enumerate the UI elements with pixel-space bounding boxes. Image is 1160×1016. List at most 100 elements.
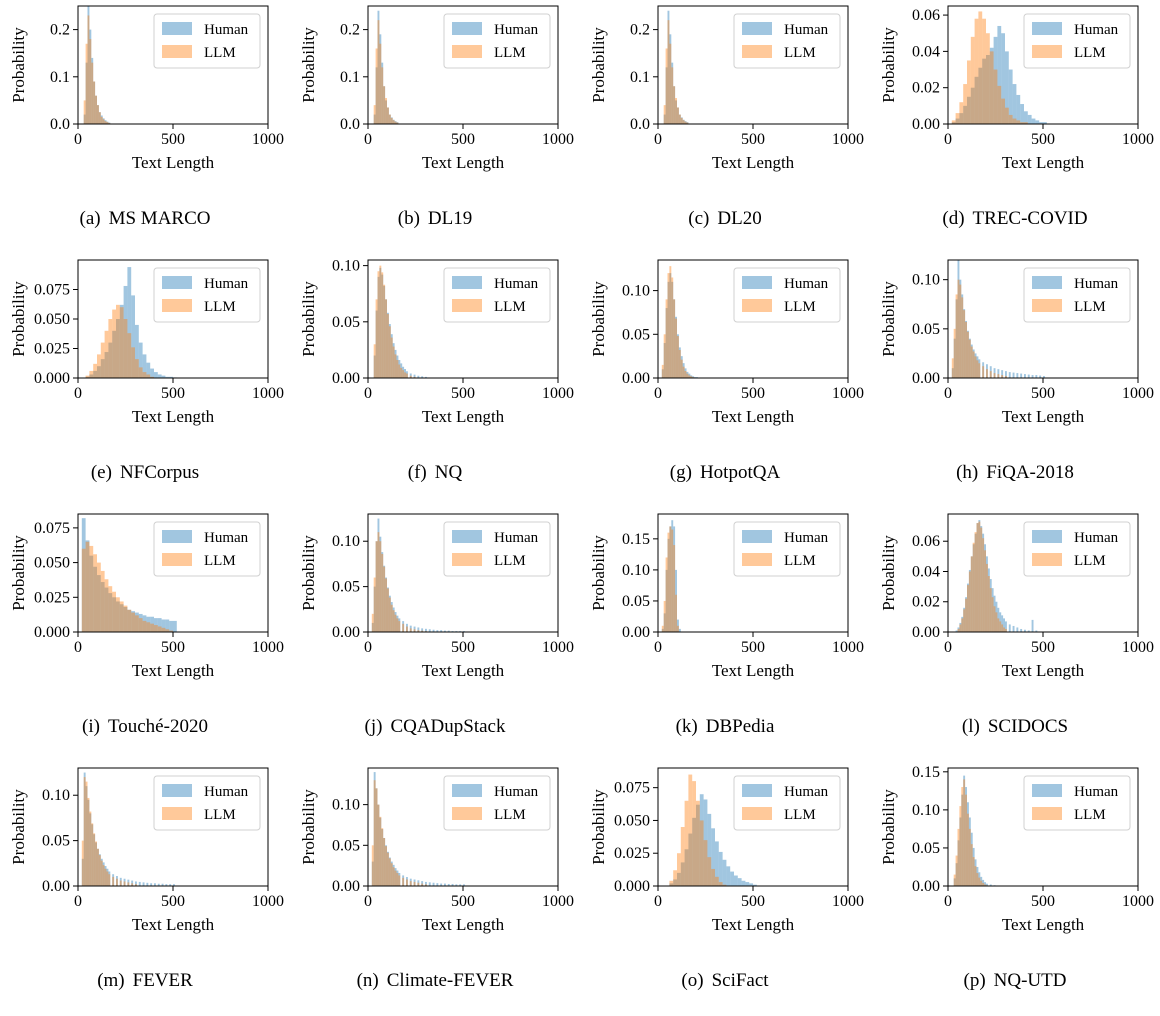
llm-bar xyxy=(98,855,101,886)
histogram-svg: 0 500 1000 0.00 0.02 0.04 0.06 Text Length Proba… xyxy=(879,513,1154,680)
llm-bar xyxy=(1005,628,1007,632)
llm-bar xyxy=(102,865,105,886)
human-bar xyxy=(669,526,672,632)
y-axis-label: Probability xyxy=(9,789,28,865)
llm-bar xyxy=(392,610,395,632)
legend-label-llm: LLM xyxy=(784,553,816,569)
llm-bar xyxy=(400,367,403,378)
llm-bar xyxy=(150,623,154,632)
histogram-svg: 0 500 1000 0.00 0.05 0.10 Text Length Probabili… xyxy=(299,767,574,934)
human-bar xyxy=(390,602,393,632)
y-tick-label: 0.075 xyxy=(34,520,70,537)
human-bar xyxy=(377,804,380,886)
human-bar xyxy=(135,612,139,632)
llm-bar xyxy=(718,882,723,886)
llm-bar xyxy=(379,816,382,886)
y-tick-label: 0.00 xyxy=(332,878,360,895)
llm-bar xyxy=(85,43,88,125)
x-tick-label: 0 xyxy=(654,131,662,148)
subplot-m: 0 500 1000 0.00 0.05 0.10 Text Length Probabili… xyxy=(0,762,290,1016)
llm-bar xyxy=(968,828,971,886)
llm-bar xyxy=(383,566,386,632)
human-bar xyxy=(81,858,84,886)
x-axis-label: Text Length xyxy=(1002,661,1085,680)
human-bar xyxy=(379,817,382,886)
llm-bar xyxy=(89,811,92,886)
llm-bar xyxy=(398,621,401,632)
llm-bar xyxy=(123,881,126,886)
human-bar xyxy=(688,833,693,886)
llm-bar xyxy=(95,95,97,124)
llm-bar xyxy=(402,877,405,886)
human-bar xyxy=(383,837,386,886)
human-bar xyxy=(1001,370,1004,378)
y-tick-label: 0.2 xyxy=(50,22,70,39)
legend-box xyxy=(153,521,261,577)
human-bar xyxy=(97,105,99,124)
llm-bar xyxy=(968,571,971,632)
human-bar xyxy=(373,586,376,632)
legend-label-human: Human xyxy=(204,784,249,800)
llm-bar xyxy=(394,354,397,378)
legend-box xyxy=(1023,521,1131,577)
llm-bar xyxy=(980,880,983,886)
human-bar xyxy=(982,58,986,125)
llm-bar xyxy=(974,532,977,632)
llm-series xyxy=(81,777,137,886)
human-bar xyxy=(993,36,998,124)
human-bar xyxy=(98,112,101,124)
x-tick-label: 0 xyxy=(74,385,82,402)
human-bar xyxy=(165,619,170,632)
legend-box xyxy=(733,267,841,323)
llm-bar xyxy=(961,297,964,378)
llm-bar xyxy=(955,855,958,886)
x-tick-label: 500 xyxy=(451,893,475,910)
llm-bar xyxy=(379,541,382,632)
llm-bar xyxy=(965,321,967,378)
human-bar xyxy=(1027,114,1032,124)
llm-bar xyxy=(394,614,397,632)
legend-swatch-human xyxy=(162,784,192,797)
legend-swatch-llm xyxy=(162,299,192,312)
llm-bar xyxy=(373,105,376,124)
llm-bar xyxy=(686,373,689,378)
llm-bar xyxy=(404,372,406,378)
human-bar xyxy=(425,881,427,886)
y-tick-label: 0.050 xyxy=(614,812,650,829)
human-series xyxy=(951,260,1045,378)
legend-box xyxy=(443,13,551,69)
human-bar xyxy=(169,884,172,886)
y-axis-label: Probability xyxy=(589,27,608,103)
histogram-svg: 0 500 1000 0.00 0.05 0.10 Text Length Probabili… xyxy=(299,258,574,426)
human-bar xyxy=(669,273,672,378)
human-bar xyxy=(734,875,738,886)
histogram-svg: 0 500 1000 0.00 0.05 0.10 Text Length Probabili… xyxy=(879,259,1154,426)
legend: Human LLM xyxy=(443,267,551,323)
llm-bar xyxy=(93,363,97,378)
human-bar xyxy=(1005,371,1007,378)
llm-bar xyxy=(970,844,973,886)
human-bar xyxy=(425,628,427,632)
llm-bar xyxy=(161,627,166,632)
human-bar xyxy=(1016,94,1021,124)
x-tick-label: 0 xyxy=(364,131,372,148)
human-bar xyxy=(394,868,397,886)
llm-bar xyxy=(699,820,704,886)
human-bar xyxy=(957,260,960,378)
llm-bar xyxy=(715,876,719,886)
llm-bar xyxy=(371,613,374,632)
human-bar xyxy=(409,625,412,632)
human-bar xyxy=(673,299,676,378)
human-bar xyxy=(976,523,979,632)
llm-bar xyxy=(89,545,94,632)
llm-bar xyxy=(993,373,996,378)
human-bar xyxy=(406,877,408,886)
x-tick-label: 1000 xyxy=(832,385,864,402)
llm-bar xyxy=(961,618,964,632)
llm-bar xyxy=(1008,114,1013,124)
human-bar xyxy=(677,619,679,632)
human-bar xyxy=(961,294,964,378)
human-bar xyxy=(955,118,960,124)
llm-bar xyxy=(955,113,960,124)
human-bar xyxy=(102,862,105,886)
